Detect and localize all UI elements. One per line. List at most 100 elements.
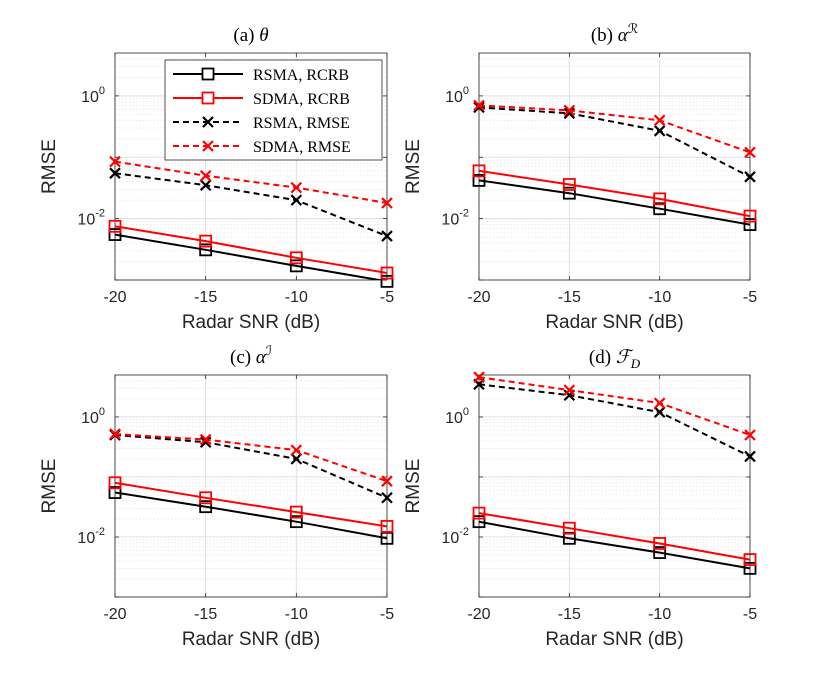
data-point-square [653,202,667,216]
data-point-square [562,178,576,191]
data-point-x-stroke [199,179,212,192]
data-point-x [109,155,121,168]
y-tick-label: 10-2 [77,208,105,229]
data-point-x-stroke [109,428,121,440]
data-point-square [289,505,303,519]
panel-title-symbol: α [618,25,629,46]
series-line-rsma-rcrb [479,179,750,226]
data-point-x [744,429,756,441]
y-tick-label: 10-2 [77,526,105,547]
series-line-sdma-rcrb [479,512,750,561]
data-point-x [109,167,121,179]
data-point-square [108,228,122,241]
x-tick-label: -15 [194,606,217,623]
data-point-x [473,99,485,112]
y-tick-base: 10 [441,212,459,229]
data-point-x [199,433,212,446]
panel-title: (b) αℛ [591,21,638,46]
axes-box [478,52,751,281]
y-tick-exponent: 0 [463,406,469,418]
data-point-x-stroke [744,429,756,441]
data-point-x [473,371,485,383]
data-point-square [562,186,576,200]
data-point-square [653,537,667,550]
data-point-square [472,506,486,520]
panel-title: (d) ℱD [589,347,641,371]
series-line-sdma-rmse [479,104,750,154]
x-tick-label: -10 [648,606,671,623]
data-point-x [109,428,121,440]
data-point-x [653,406,666,418]
plot-area [479,53,750,280]
data-point-x [290,181,303,194]
data-point-x-stroke [563,104,576,117]
panel-title-symbol: ℱ [616,347,634,368]
y-axis-label: RMSE [39,459,60,514]
y-tick-label: 10-2 [441,208,469,229]
data-point-x-stroke [473,101,485,114]
data-point-x-stroke [744,171,756,183]
data-point-x-stroke [744,450,756,463]
axes-box [478,374,751,598]
data-point-x [199,169,212,182]
data-point-square [743,209,757,223]
data-point-x-stroke [381,492,393,504]
panel-title-prefix: (c) [230,347,256,368]
data-point-square [380,520,394,533]
panel-title-superscript: ℛ [628,21,638,36]
data-point-x-stroke [199,433,212,446]
data-point-x-stroke [381,197,393,209]
axes-box [114,374,388,598]
data-point-x [563,384,576,396]
y-tick-base: 10 [445,89,463,106]
data-point-x-stroke [290,194,303,206]
panel-title-prefix: (b) [591,25,618,46]
y-tick-exponent: 0 [99,85,105,97]
x-tick-label: -15 [558,289,581,306]
panel-title-subscript: D [630,356,641,371]
panel-title-prefix: (d) [589,347,616,368]
data-point-square [199,491,213,505]
data-point-square [562,521,576,535]
data-point-x [653,114,666,127]
panel-title: (a) θ [233,25,268,46]
data-point-x-stroke [199,436,212,448]
data-point-x-stroke [653,125,666,137]
y-tick-base: 10 [441,530,459,547]
y-tick-label: 100 [81,406,105,427]
series-line-sdma-rmse [115,160,387,204]
data-point-square [380,274,394,288]
data-point-x-stroke [199,169,212,182]
data-point-square [380,266,394,280]
data-point-square [472,164,486,178]
series-line-rsma-rmse [479,106,750,178]
data-point-x-stroke [744,146,756,159]
y-tick-exponent: 0 [99,406,105,418]
x-axis-label: Radar SNR (dB) [545,629,683,650]
y-axis-label: RMSE [403,459,424,514]
panel-title-symbol: θ [259,25,268,46]
data-point-x-stroke [653,406,666,418]
series-line-rsma-rcrb [115,233,385,280]
y-tick-exponent: -2 [95,526,105,538]
x-tick-label: -20 [467,289,490,306]
y-axis-label: RMSE [403,139,424,194]
data-point-x [290,453,303,465]
data-point-x [381,475,393,487]
y-tick-exponent: 0 [463,85,469,97]
panel-title-prefix: (a) [233,25,259,46]
data-point-x [744,146,756,159]
data-point-square [743,218,757,231]
data-point-square [653,192,667,206]
data-point-square [199,243,213,257]
data-point-x-stroke [473,371,485,383]
y-tick-exponent: -2 [459,526,469,538]
legend-entry: RSMA, RCRB [253,67,349,84]
data-point-square [289,259,303,273]
panel-title-superscript: ℐ [266,343,272,358]
axes-box [114,52,388,281]
plot-area [115,375,387,597]
